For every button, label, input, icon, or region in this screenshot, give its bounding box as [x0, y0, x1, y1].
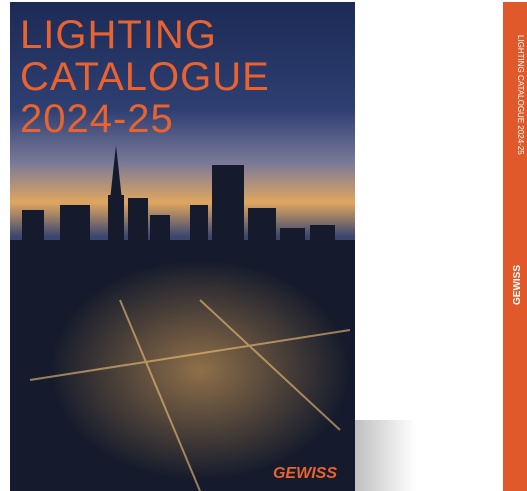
cover-brand: GEWISS: [273, 465, 337, 482]
spine: LIGHTING CATALOGUE 2024-25 GEWISS: [503, 2, 527, 491]
cover: LIGHTING CATALOGUE 2024-25 GEWISS: [10, 2, 355, 491]
spine-text: LIGHTING CATALOGUE 2024-25: [516, 35, 525, 155]
shadow: [355, 420, 415, 491]
cover-title-line: CATALOGUE: [20, 55, 270, 99]
cover-title-line: 2024-25: [20, 97, 174, 141]
spine-brand: GEWISS: [512, 265, 523, 305]
cover-title-line: LIGHTING: [20, 13, 217, 57]
scene: LIGHTING CATALOGUE 2024-25 GEWISS LIGHTI…: [0, 0, 527, 491]
